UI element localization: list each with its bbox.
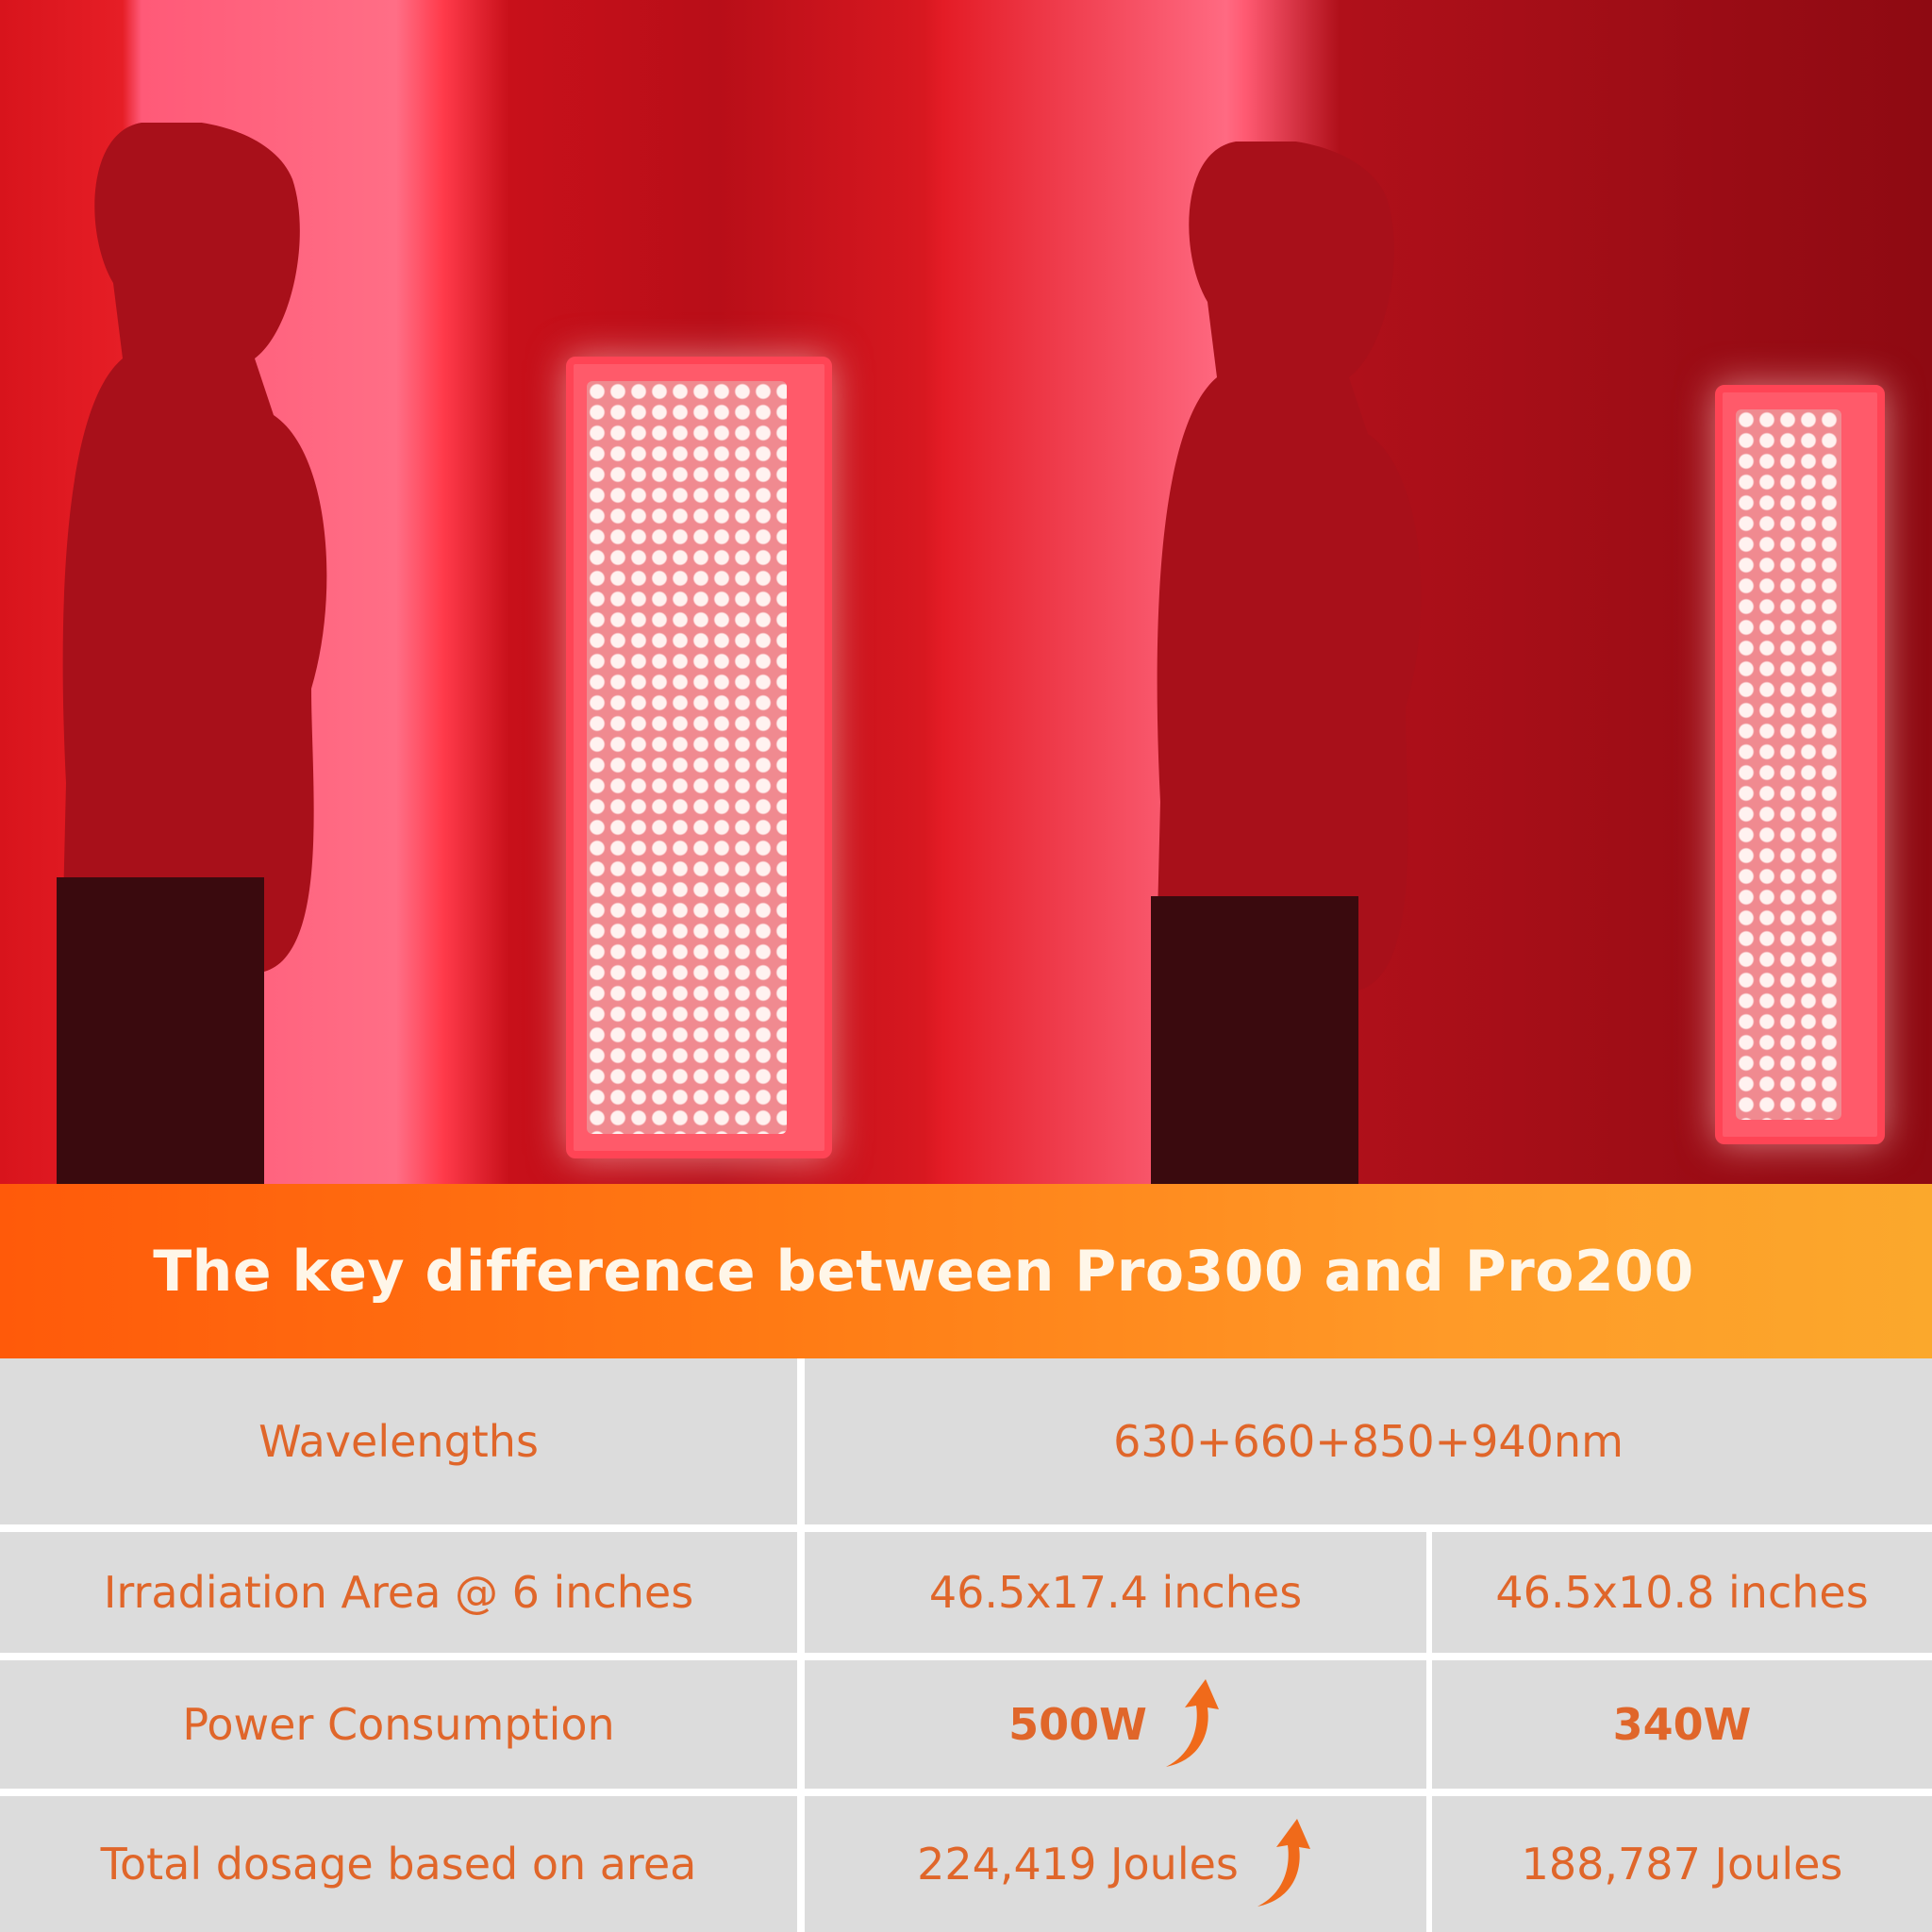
arrow-up-icon [1257, 1819, 1310, 1907]
row-label-wavelengths: Wavelengths [0, 1358, 797, 1524]
person-silhouette-left [28, 120, 349, 1184]
pro300-power-value: 500W [1008, 1699, 1147, 1750]
banner-title: The key difference between Pro300 and Pr… [153, 1238, 1694, 1305]
comparison-table: Wavelengths 630+660+850+940nm Irradiatio… [0, 1358, 1932, 1932]
pro300-dosage-value: 224,419 Joules [917, 1839, 1239, 1890]
pro300-irradiation: 46.5x17.4 inches [805, 1532, 1426, 1653]
product-photo [0, 0, 1932, 1184]
pro200-power: 340W [1432, 1660, 1932, 1789]
led-grid [1736, 409, 1841, 1120]
row-label-irradiation: Irradiation Area @ 6 inches [0, 1532, 797, 1653]
light-panel-pro200 [1715, 385, 1885, 1144]
pro300-power: 500W [805, 1660, 1426, 1789]
person-silhouette-right [1123, 139, 1443, 1184]
light-panel-pro300 [566, 357, 832, 1158]
pro200-irradiation: 46.5x10.8 inches [1432, 1532, 1932, 1653]
pro300-dosage: 224,419 Joules [805, 1796, 1426, 1932]
led-grid [587, 381, 787, 1134]
row-label-dosage: Total dosage based on area [0, 1796, 797, 1932]
title-banner: The key difference between Pro300 and Pr… [0, 1184, 1932, 1358]
row-label-power: Power Consumption [0, 1660, 797, 1789]
arrow-up-icon [1165, 1679, 1219, 1767]
pro200-dosage: 188,787 Joules [1432, 1796, 1932, 1932]
wavelengths-value: 630+660+850+940nm [805, 1358, 1932, 1524]
